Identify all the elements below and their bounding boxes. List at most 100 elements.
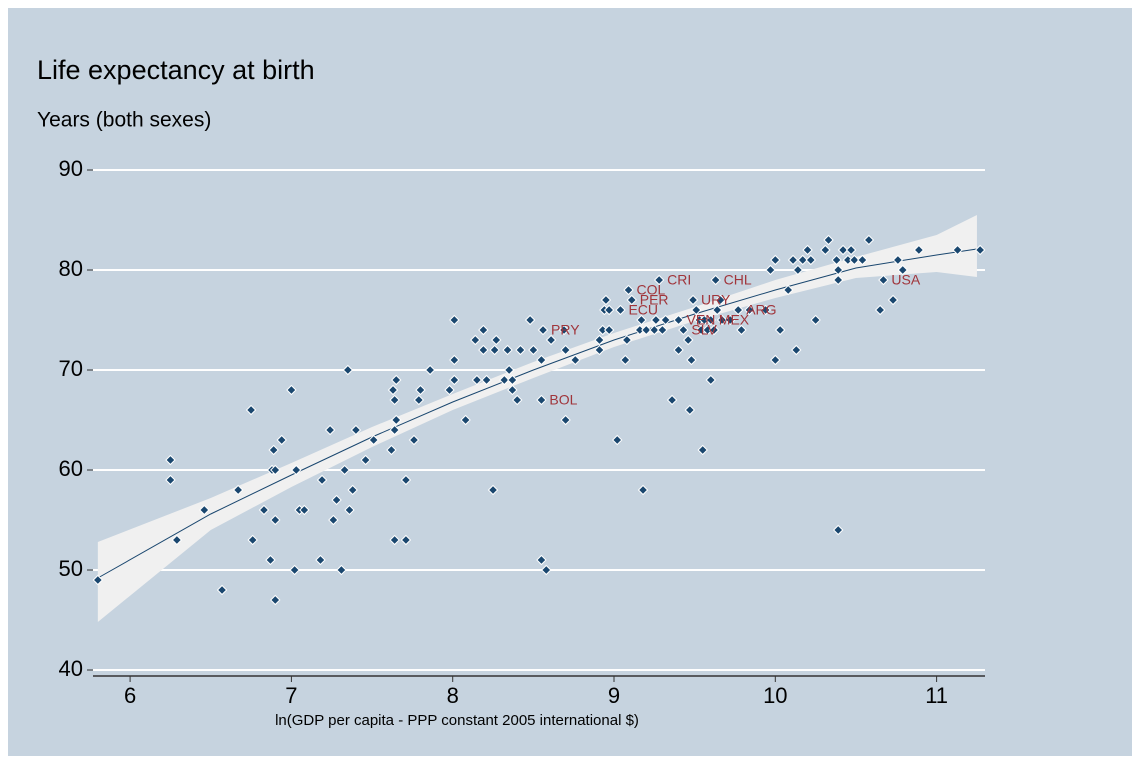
- point-label: USA: [891, 272, 920, 288]
- data-point: [489, 344, 500, 356]
- data-point: [165, 454, 176, 466]
- data-point: [712, 304, 723, 316]
- data-point: [199, 504, 210, 516]
- data-point: [878, 274, 889, 286]
- data-point: [733, 304, 744, 316]
- point-label: MEX: [719, 312, 750, 328]
- data-point: [386, 444, 397, 456]
- data-point: [268, 444, 279, 456]
- data-point: [347, 484, 358, 496]
- data-point: [503, 364, 515, 376]
- data-point: [802, 244, 813, 256]
- fit-line: [97, 248, 978, 579]
- data-point: [258, 504, 270, 516]
- data-point: [449, 354, 460, 366]
- data-point: [391, 374, 402, 386]
- data-point: [350, 424, 362, 436]
- data-point: [471, 374, 483, 386]
- data-point: [637, 484, 649, 496]
- data-point: [603, 324, 615, 336]
- data-point: [558, 324, 570, 336]
- data-point: [765, 264, 776, 276]
- data-point: [831, 254, 842, 266]
- data-point: [389, 534, 400, 546]
- data-point: [863, 234, 875, 246]
- data-point: [705, 314, 716, 326]
- data-point: [541, 564, 552, 576]
- x-tick-label: 9: [608, 683, 620, 708]
- data-point: [536, 354, 547, 366]
- data-point: [487, 484, 499, 496]
- data-point: [792, 264, 804, 276]
- data-point: [478, 324, 489, 336]
- data-point: [286, 384, 297, 396]
- data-point: [594, 334, 605, 346]
- data-point: [913, 244, 925, 256]
- point-label: SLV: [691, 322, 717, 338]
- point-label: URY: [701, 292, 731, 308]
- data-point: [545, 334, 557, 346]
- data-point: [952, 244, 963, 256]
- data-point: [413, 394, 425, 406]
- data-point: [626, 294, 637, 306]
- data-point: [391, 414, 402, 426]
- data-point: [528, 344, 539, 356]
- data-point: [715, 294, 726, 306]
- data-point: [612, 434, 623, 446]
- data-point: [270, 464, 281, 476]
- data-point: [291, 464, 302, 476]
- data-point: [316, 474, 328, 486]
- x-tick-label: 8: [447, 683, 459, 708]
- data-point: [797, 254, 808, 266]
- data-point: [560, 344, 571, 356]
- data-point: [833, 524, 844, 536]
- data-point: [536, 394, 547, 406]
- data-point: [724, 314, 736, 326]
- data-point: [165, 474, 176, 486]
- data-point: [653, 274, 665, 286]
- data-point: [791, 344, 802, 356]
- data-point: [502, 344, 513, 356]
- data-point: [415, 384, 426, 396]
- data-point: [705, 374, 716, 386]
- data-point: [678, 324, 689, 336]
- data-point: [478, 344, 489, 356]
- data-point: [92, 574, 104, 586]
- data-point: [216, 584, 228, 596]
- data-point: [328, 514, 339, 526]
- data-point: [331, 494, 342, 506]
- data-point: [716, 314, 728, 326]
- data-point: [537, 324, 549, 336]
- data-point: [774, 324, 786, 336]
- x-tick-label: 10: [763, 683, 787, 708]
- data-point: [897, 264, 908, 276]
- data-point: [708, 324, 720, 336]
- data-point: [536, 554, 547, 566]
- data-point: [507, 374, 518, 386]
- data-point: [673, 344, 684, 356]
- point-label: PRY: [551, 322, 580, 338]
- background: [8, 8, 1132, 756]
- data-point: [697, 444, 708, 456]
- x-axis-title: ln(GDP per capita - PPP constant 2005 in…: [275, 712, 639, 729]
- data-point: [810, 314, 821, 326]
- y-tick-label: 70: [59, 356, 83, 381]
- data-point: [892, 254, 904, 266]
- data-point: [833, 274, 844, 286]
- data-point: [770, 254, 781, 266]
- data-point: [673, 314, 684, 326]
- data-point: [336, 564, 347, 576]
- data-point: [837, 244, 849, 256]
- data-point: [787, 254, 799, 266]
- data-point: [265, 554, 276, 566]
- data-point: [315, 554, 326, 566]
- point-label: VEN: [687, 312, 716, 328]
- data-point: [770, 354, 781, 366]
- data-point: [657, 324, 668, 336]
- data-point: [344, 504, 355, 516]
- data-point: [360, 454, 371, 466]
- data-point: [845, 244, 857, 256]
- data-point: [621, 334, 633, 346]
- data-point: [594, 344, 605, 356]
